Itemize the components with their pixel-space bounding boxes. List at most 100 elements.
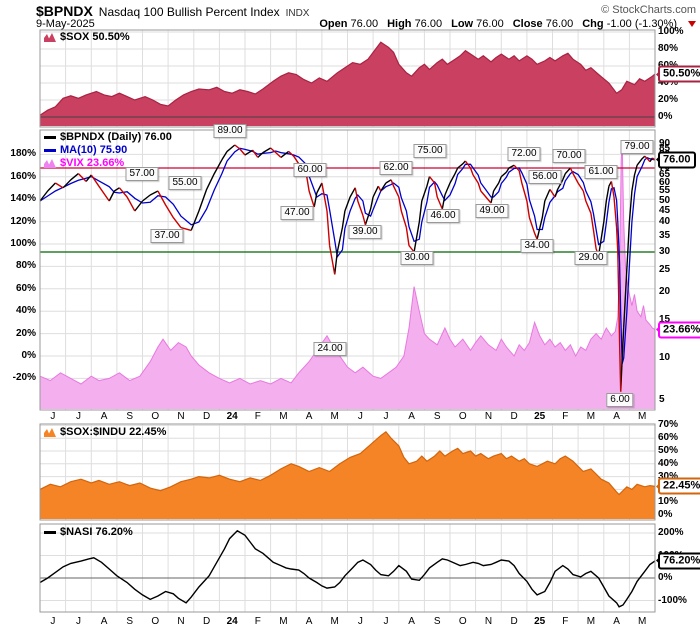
annotation-label: 79.00: [620, 140, 654, 154]
x-axis-label: N: [177, 616, 185, 627]
quote-chg: Chg -1.00 (-1.30%): [582, 18, 677, 30]
annotation-label: 60.00: [293, 163, 327, 177]
annotation-label: 56.00: [528, 170, 562, 184]
x-axis-label: F: [562, 411, 569, 422]
x-axis-label: S: [126, 411, 134, 422]
vix-outline: [39, 143, 656, 385]
line-series-icon: [44, 530, 56, 534]
y-axis-label: 80%: [15, 260, 36, 272]
title-row: $BPNDX Nasdaq 100 Bullish Percent Index IN…: [36, 3, 309, 21]
x-axis-label: J: [357, 411, 363, 422]
x-axis-label: J: [50, 411, 56, 422]
annotation-label: 6.00: [606, 393, 634, 407]
y-axis-label: 200%: [658, 527, 684, 538]
y-axis-label: 30%: [658, 470, 679, 482]
annotation-label: 72.00: [507, 147, 541, 161]
x-axis-label: M: [586, 411, 596, 422]
annotation-label: 61.00: [584, 165, 618, 179]
y-axis-label: 10%: [658, 496, 679, 508]
x-axis-label: M: [638, 616, 647, 627]
y-axis-label: -100%: [658, 594, 687, 606]
y-axis-label: 0%: [658, 572, 673, 583]
annotation-label: 75.00: [413, 144, 447, 158]
index-name: Nasdaq 100 Bullish Percent Index: [98, 5, 280, 19]
y-axis-label: 45: [659, 205, 671, 216]
y-axis-label: 60%: [658, 61, 678, 71]
annotation-label: 39.00: [348, 225, 382, 239]
y-axis-label: 90: [659, 138, 671, 149]
x-axis-label: J: [383, 411, 389, 422]
area-series-icon: [44, 428, 56, 437]
badge-arrow-icon: [652, 325, 660, 334]
x-axis-label: A: [305, 616, 313, 627]
last-value-badge: 22.45%: [656, 477, 700, 495]
y-axis-label: 65: [659, 169, 671, 180]
annotation-label: 55.00: [168, 176, 202, 190]
x-axis-label: 25: [534, 616, 546, 627]
legend-label: $SOX:$INDU 22.45%: [60, 426, 167, 438]
quote-close: Close 76.00: [512, 18, 574, 30]
annotation-label: 37.00: [150, 229, 184, 243]
y-axis-label: 100%: [10, 238, 36, 249]
y-axis-label: 140%: [10, 193, 36, 205]
quote-low: Low 76.00: [451, 18, 504, 30]
quote-bar: Open 76.00 High 76.00 Low 76.00 Close 76.00…: [319, 18, 696, 30]
quote-open: Open 76.00: [319, 18, 379, 30]
x-axis-label: J: [50, 616, 56, 627]
annotation-label: 89.00: [213, 124, 247, 138]
badge-arrow-icon: [652, 155, 660, 164]
x-axis-label: S: [433, 616, 441, 627]
x-axis-label: A: [408, 616, 415, 627]
legend-label: $VIX 23.66%: [60, 157, 125, 169]
x-axis-label: N: [484, 411, 493, 422]
x-axis-label: M: [330, 411, 339, 422]
legend-item: $NASI 76.20%: [44, 526, 133, 538]
bpndx-line-down: [55, 144, 656, 392]
y-axis-label: 120%: [10, 215, 36, 227]
ma10-line: [39, 147, 656, 364]
vix-area: [40, 143, 655, 409]
gridline-horizontal: [40, 532, 655, 601]
x-axis-label: A: [408, 411, 415, 422]
quote-high: High 76.00: [387, 18, 443, 30]
x-axis-label: A: [613, 616, 620, 627]
panel-border: [39, 523, 656, 613]
y-axis-label: 60%: [658, 432, 679, 444]
badge-arrow-icon: [652, 556, 660, 565]
y-axis-label: 180%: [10, 148, 36, 160]
nasi-line: [39, 529, 656, 608]
y-axis-label: 20%: [658, 94, 679, 105]
y-axis-label: 40%: [658, 457, 679, 469]
x-axis-label: A: [305, 411, 313, 422]
panel-border: [39, 29, 656, 128]
x-axis-label: 24: [226, 411, 238, 422]
x-axis-label: O: [458, 411, 467, 422]
x-axis-label: J: [383, 616, 389, 627]
x-axis-label: M: [279, 411, 288, 422]
x-axis-label: O: [458, 616, 467, 627]
y-axis-label: 10: [659, 352, 671, 363]
legend-item: $SOX 50.50%: [44, 31, 130, 43]
y-axis-label: 15: [659, 314, 671, 325]
line-series-icon: [44, 148, 56, 152]
x-axis-label: M: [586, 616, 596, 627]
copyright: © StockCharts.com: [601, 4, 696, 16]
legend-item: $SOX:$INDU 22.45%: [44, 426, 166, 438]
chart-date: 9-May-2025: [36, 18, 95, 30]
y-axis-label: 0%: [21, 350, 36, 361]
legend-label: $NASI 76.20%: [60, 526, 133, 538]
sox-area: [40, 42, 655, 127]
y-axis-label: 50: [659, 195, 671, 206]
y-axis-label: 0%: [658, 509, 673, 520]
x-axis-label: F: [254, 616, 261, 627]
x-axis-label: J: [75, 616, 81, 627]
x-axis-label: M: [330, 616, 339, 627]
x-axis-label: D: [202, 616, 211, 627]
annotation-label: 57.00: [125, 167, 159, 181]
line-series-icon: [44, 135, 56, 139]
bpndx-line-up: [39, 144, 653, 392]
panel-border: [39, 423, 656, 521]
sox-indu-outline: [39, 430, 656, 496]
x-axis-label: A: [613, 411, 620, 422]
y-axis-label: 40%: [15, 305, 36, 317]
